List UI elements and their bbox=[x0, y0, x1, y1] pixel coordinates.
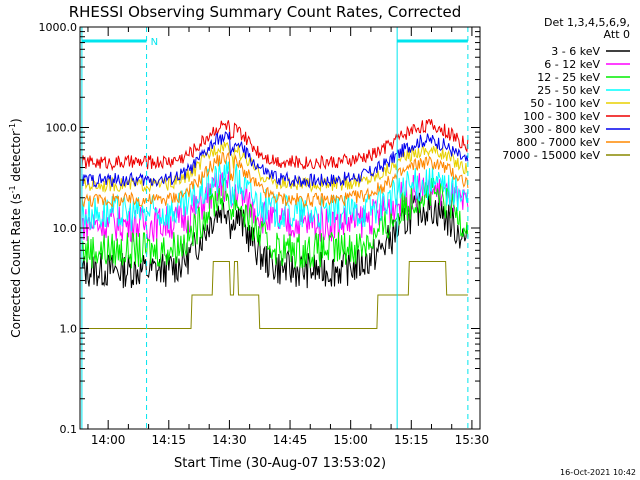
y-axis-ticks: 1000.0 100.0 10.0 1.0 0.1 bbox=[39, 21, 480, 436]
y-label-sup1: -1 bbox=[8, 185, 17, 193]
x-tick-label: 15:30 bbox=[455, 433, 490, 447]
legend-header-line1: Det 1,3,4,5,6,9, bbox=[544, 16, 630, 29]
night-intervals: N bbox=[81, 27, 469, 429]
series-lines bbox=[81, 119, 469, 329]
chart-title: RHESSI Observing Summary Count Rates, Co… bbox=[69, 3, 462, 21]
y-tick-label: 10.0 bbox=[53, 222, 78, 235]
y-axis-label: Corrected Count Rate (s-1 detector-1) bbox=[8, 118, 23, 337]
y-tick-label: 1.0 bbox=[60, 323, 78, 336]
legend-label: 300 - 800 keV bbox=[523, 123, 600, 136]
x-tick-label: 14:30 bbox=[212, 433, 247, 447]
y-tick-label: 1000.0 bbox=[39, 21, 78, 34]
legend-label: 100 - 300 keV bbox=[523, 110, 600, 123]
y-label-mid: detector bbox=[9, 131, 23, 186]
legend-label: 3 - 6 keV bbox=[551, 45, 600, 58]
x-tick-label: 15:00 bbox=[333, 433, 368, 447]
y-label-main: Corrected Count Rate (s bbox=[9, 193, 23, 337]
legend-label: 50 - 100 keV bbox=[530, 97, 600, 110]
legend-header-line2: Att 0 bbox=[604, 28, 630, 41]
saa-bar-label: N bbox=[151, 37, 158, 48]
series-line-7 bbox=[81, 131, 469, 189]
y-label-sup2: -1 bbox=[8, 123, 17, 131]
legend-label: 7000 - 15000 keV bbox=[502, 149, 600, 162]
legend-label: 12 - 25 keV bbox=[537, 71, 600, 84]
y-tick-label: 100.0 bbox=[46, 122, 78, 135]
x-axis-label: Start Time (30-Aug-07 13:53:02) bbox=[174, 456, 386, 471]
x-tick-label: 14:45 bbox=[273, 433, 308, 447]
x-tick-label: 15:15 bbox=[394, 433, 429, 447]
x-axis-ticks: 14:00 14:15 14:30 14:45 15:00 15:15 15:30 bbox=[87, 27, 490, 447]
legend-label: 6 - 12 keV bbox=[544, 58, 600, 71]
y-tick-label: 0.1 bbox=[60, 423, 78, 436]
series-line-6 bbox=[81, 119, 469, 172]
footer-date: 16-Oct-2021 10:42 bbox=[560, 468, 636, 477]
y-label-end: ) bbox=[9, 118, 23, 123]
x-tick-label: 14:15 bbox=[151, 433, 186, 447]
x-tick-label: 14:00 bbox=[91, 433, 126, 447]
legend-label: 800 - 7000 keV bbox=[516, 136, 600, 149]
legend-label: 25 - 50 keV bbox=[537, 84, 600, 97]
